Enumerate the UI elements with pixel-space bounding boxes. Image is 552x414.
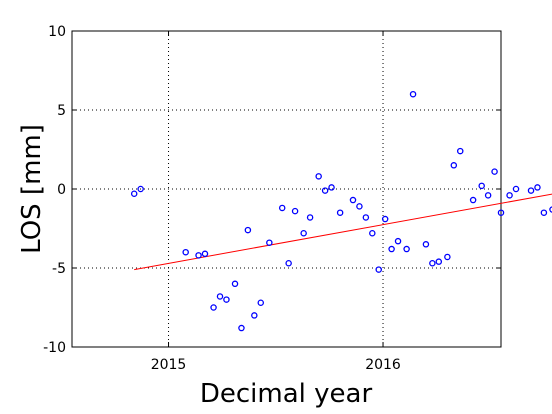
- data-point: [497, 209, 505, 216]
- data-point: [306, 214, 314, 221]
- data-point: [534, 184, 541, 191]
- data-point: [238, 324, 245, 332]
- data-point: [182, 248, 189, 256]
- x-tick-label: 2016: [365, 357, 401, 373]
- data-point: [195, 252, 202, 259]
- data-point: [321, 187, 329, 194]
- data-point: [291, 207, 299, 215]
- data-point: [435, 258, 443, 265]
- trend-line: [134, 193, 552, 271]
- data-point: [506, 192, 513, 199]
- data-point: [375, 266, 382, 273]
- data-point: [549, 206, 552, 213]
- data-point: [456, 147, 464, 155]
- data-point: [540, 209, 548, 216]
- data-point: [231, 280, 239, 288]
- data-point: [512, 185, 520, 193]
- data-point: [356, 203, 363, 210]
- data-point: [300, 229, 307, 237]
- data-point: [478, 182, 485, 190]
- y-tick-label: 0: [57, 182, 66, 198]
- data-point: [422, 241, 430, 248]
- data-point: [369, 229, 376, 237]
- data-point: [491, 168, 498, 175]
- data-point: [201, 250, 209, 258]
- grid-lines: [72, 31, 501, 347]
- data-point: [336, 209, 344, 216]
- data-point: [278, 204, 286, 212]
- data-point: [244, 226, 252, 234]
- trend-line-segment: [134, 193, 552, 271]
- data-point: [469, 196, 477, 204]
- data-point: [450, 162, 458, 169]
- data-points: [130, 90, 552, 332]
- data-point: [285, 260, 292, 267]
- data-point: [409, 90, 417, 98]
- data-point: [484, 192, 492, 199]
- y-tick-label: 5: [57, 103, 66, 119]
- data-point: [315, 173, 322, 180]
- data-point: [527, 187, 535, 194]
- data-point: [328, 184, 335, 191]
- data-point: [388, 245, 395, 253]
- data-point: [266, 239, 273, 246]
- y-tick-label: -5: [52, 261, 66, 277]
- data-point: [349, 196, 357, 204]
- data-point: [403, 245, 410, 253]
- data-point: [257, 299, 265, 307]
- x-axis-title: Decimal year: [200, 379, 373, 409]
- data-point: [223, 296, 230, 303]
- y-axis-title: LOS [mm]: [17, 124, 47, 254]
- data-point: [210, 304, 217, 311]
- data-point: [381, 215, 389, 223]
- data-point: [444, 253, 451, 261]
- data-point: [216, 293, 224, 300]
- y-tick-label: -10: [43, 340, 66, 356]
- y-tick-label: 10: [48, 24, 66, 40]
- x-tick-label: 2015: [151, 357, 187, 373]
- data-point: [137, 185, 144, 193]
- data-point: [130, 190, 138, 197]
- data-point: [394, 237, 402, 245]
- data-point: [429, 260, 436, 267]
- data-point: [362, 214, 370, 221]
- data-point: [251, 312, 258, 319]
